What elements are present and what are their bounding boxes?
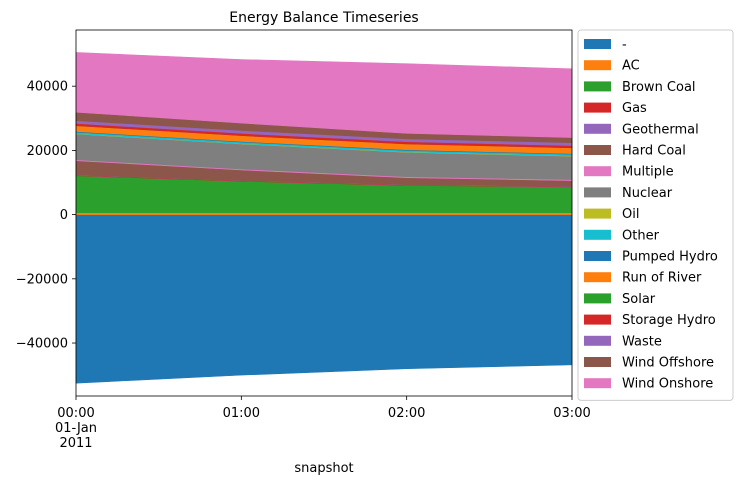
legend-label-oil: Oil — [622, 207, 639, 222]
y-tick-label: −20000 — [16, 272, 68, 287]
legend-swatch-other — [584, 229, 611, 240]
x-tick-label: 03:00 — [553, 406, 590, 421]
legend-label-storage-hydro: Storage Hydro — [622, 313, 716, 328]
legend-label-brown-coal: Brown Coal — [622, 80, 696, 95]
legend-swatch-pumped-hydro — [584, 251, 611, 261]
y-axis: −40000 −20000 0 20000 40000 — [16, 80, 76, 352]
legend-swatch-hard-coal — [584, 145, 611, 155]
legend-swatch-solar — [584, 293, 611, 304]
legend-swatch-waste — [584, 335, 611, 346]
legend-swatch-wind-offshore — [584, 357, 611, 367]
legend-label-other: Other — [622, 228, 660, 243]
legend-label-pumped-hydro: Pumped Hydro — [622, 250, 718, 265]
legend-swatch-storage-hydro — [584, 314, 611, 325]
legend-label-wind-offshore: Wind Offshore — [622, 356, 714, 371]
legend-frame — [577, 29, 734, 401]
chart-title: Energy Balance Timeseries — [229, 10, 418, 26]
legend-label-run-of-river: Run of River — [622, 271, 702, 286]
x-tick-label: 00:00 01-Jan 2011 — [55, 406, 97, 451]
x-axis: 00:00 01-Jan 2011 01:00 02:00 03:00 — [55, 396, 591, 451]
legend-swatch-dash — [584, 39, 611, 49]
legend-swatch-nuclear — [584, 187, 611, 198]
y-tick-label: 0 — [60, 208, 68, 223]
legend-label-geothermal: Geothermal — [622, 122, 699, 137]
legend-label-waste: Waste — [622, 334, 662, 349]
legend-swatch-run-of-river — [584, 272, 611, 283]
y-tick-label: 20000 — [27, 144, 68, 159]
y-tick-label: 40000 — [27, 80, 68, 95]
legend-swatch-oil — [584, 208, 611, 219]
x-tick-label: 02:00 — [388, 406, 425, 421]
legend-swatch-gas — [584, 102, 611, 113]
legend-label-multiple: Multiple — [622, 165, 674, 180]
legend-label-ac: AC — [622, 59, 640, 74]
area-dash-0 — [75, 214, 573, 384]
legend-label-hard-coal: Hard Coal — [622, 144, 686, 159]
x-tick-label: 01:00 — [223, 406, 260, 421]
legend-label-solar: Solar — [622, 292, 656, 307]
legend-swatch-ac — [584, 60, 611, 71]
x-axis-label: snapshot — [294, 461, 353, 476]
y-tick-label: −40000 — [16, 337, 68, 352]
legend-swatch-multiple — [584, 166, 611, 177]
plot-frame — [75, 29, 573, 397]
legend-swatch-geothermal — [584, 123, 611, 134]
legend-label-dash: - — [622, 38, 627, 53]
legend-label-wind-onshore: Wind Onshore — [622, 377, 713, 392]
area-series-group — [75, 52, 573, 384]
legend-label-gas: Gas — [622, 101, 647, 116]
legend: - AC Brown Coal Gas Geothermal Hard Coal Multi… — [577, 29, 734, 401]
legend-label-nuclear: Nuclear — [622, 186, 673, 201]
legend-swatch-brown-coal — [584, 81, 611, 92]
legend-swatch-wind-onshore — [584, 378, 611, 389]
